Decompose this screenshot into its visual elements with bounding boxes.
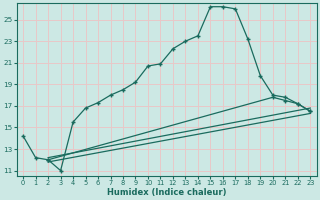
X-axis label: Humidex (Indice chaleur): Humidex (Indice chaleur) [107, 188, 227, 197]
